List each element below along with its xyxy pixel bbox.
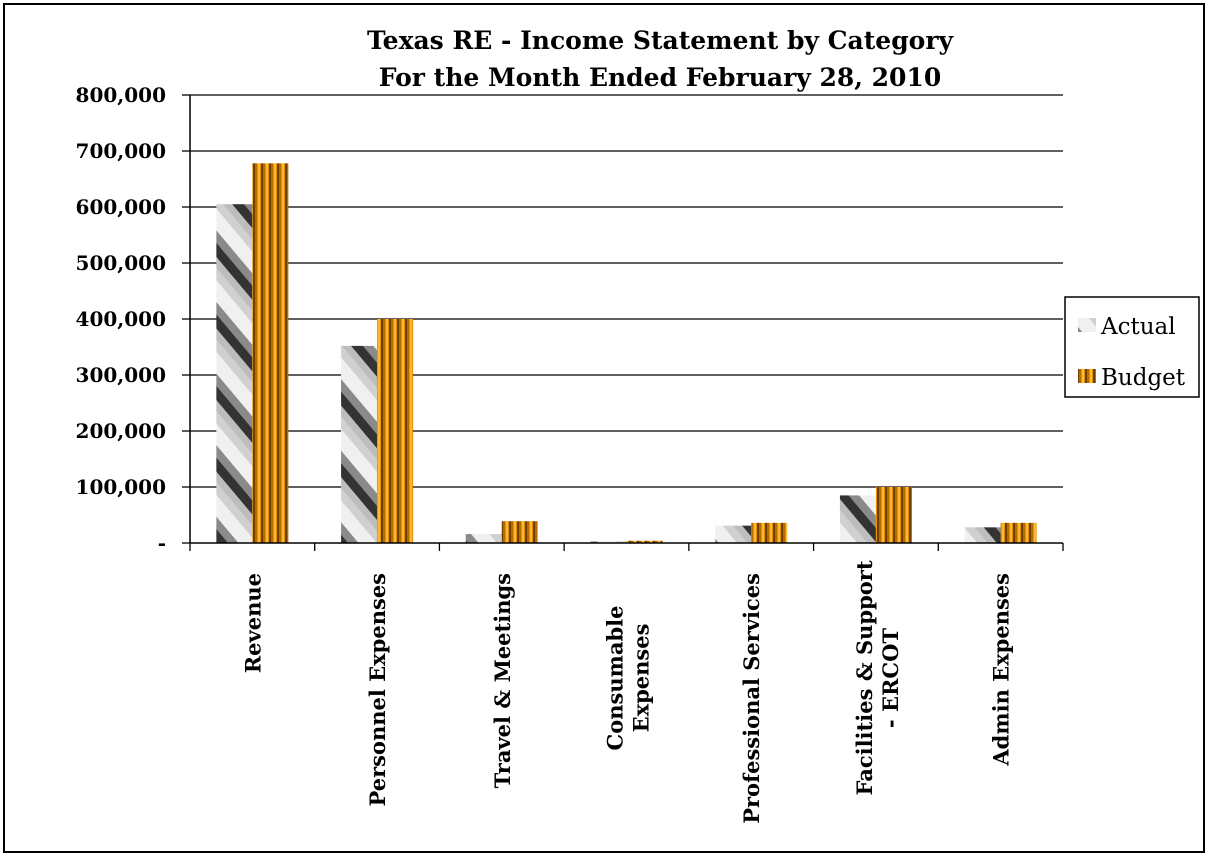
bar-budget [875, 487, 912, 543]
gridlines [190, 94, 1063, 488]
bar-actual [964, 527, 1001, 543]
legend-swatch-budget [1078, 369, 1096, 383]
bar-actual [465, 534, 502, 543]
bar-actual [341, 345, 378, 543]
bar-budget [751, 522, 788, 543]
x-tick-label: Admin Expenses [989, 573, 1014, 767]
axes [182, 94, 1064, 551]
y-tick-label: - [158, 531, 166, 555]
y-tick-label: 600,000 [76, 195, 166, 219]
y-tick-label: 200,000 [76, 419, 166, 443]
y-tick-labels: - 100,000 200,000 300,000 400,000 500,000 600,… [76, 83, 166, 555]
chart-frame: Texas RE - Income Statement by Category … [3, 3, 1205, 853]
legend-label-budget: Budget [1101, 365, 1186, 391]
bar-budget [501, 521, 538, 543]
y-tick-label: 300,000 [76, 363, 166, 387]
x-tick-label: Consumable Expenses [603, 606, 654, 751]
legend-swatch-actual [1078, 318, 1096, 332]
bar-actual [590, 541, 627, 543]
x-tick-label-line: Travel & Meetings [490, 573, 515, 788]
x-tick-label: Travel & Meetings [490, 573, 515, 788]
bar-budget [1000, 522, 1037, 543]
x-tick-label-line: Personnel Expenses [365, 573, 390, 807]
chart-svg: Texas RE - Income Statement by Category … [76, 26, 1200, 824]
x-tick-label: Revenue [240, 573, 265, 673]
bar-actual [715, 525, 752, 543]
y-tick-label: 700,000 [76, 139, 166, 163]
bar-actual [216, 204, 253, 543]
y-tick-label: 800,000 [76, 83, 166, 107]
bar-actual [839, 495, 876, 543]
bar-budget [377, 319, 414, 543]
legend-label-actual: Actual [1100, 314, 1176, 340]
x-tick-label-line: Admin Expenses [989, 573, 1014, 767]
bars [216, 163, 1037, 543]
chart-title-line-2: For the Month Ended February 28, 2010 [379, 63, 942, 92]
x-tick-label-line: Consumable [603, 606, 628, 751]
x-tick-label: Personnel Expenses [365, 573, 390, 807]
x-tick-label: Facilities & Support - ERCOT [852, 560, 903, 795]
y-tick-label: 500,000 [76, 251, 166, 275]
x-tick-label-line: Revenue [240, 573, 265, 673]
x-tick-label-line: Expenses [629, 624, 654, 733]
chart-title: Texas RE - Income Statement by Category … [367, 26, 955, 92]
x-tick-label-line: Professional Services [739, 573, 764, 824]
legend: Actual Budget [1064, 296, 1200, 398]
x-tick-label-line: - ERCOT [878, 628, 903, 728]
x-tick-label-line: Facilities & Support [852, 560, 877, 795]
y-tick-label: 400,000 [76, 307, 166, 331]
bar-budget [626, 540, 663, 543]
bar-budget [252, 163, 289, 543]
x-tick-label: Professional Services [739, 573, 764, 824]
x-tick-labels: Revenue Personnel Expenses Travel & Meetin… [240, 560, 1013, 824]
y-tick-label: 100,000 [76, 475, 166, 499]
chart-title-line-1: Texas RE - Income Statement by Category [367, 26, 955, 55]
